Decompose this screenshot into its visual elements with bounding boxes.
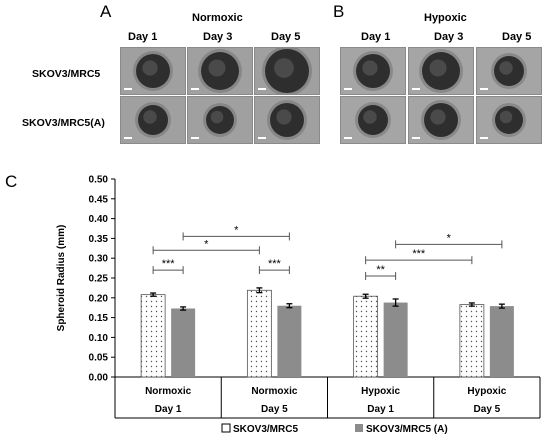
y-tick-label: 0.00 xyxy=(89,373,109,384)
category-day-label: Day 1 xyxy=(155,404,182,415)
bar xyxy=(383,302,408,377)
y-tick-label: 0.50 xyxy=(89,175,109,186)
bar xyxy=(171,308,196,377)
panel-b-day-1-label: Day 1 xyxy=(361,31,391,43)
scale-bar xyxy=(344,137,352,139)
spheroid-micrograph xyxy=(254,96,320,144)
spheroid-micrograph xyxy=(408,96,474,144)
legend-label: SKOV3/MRC5 xyxy=(233,424,298,435)
significance-label: * xyxy=(204,238,209,250)
spheroid-micrograph xyxy=(476,96,542,144)
row-label-skov3-mrc5: SKOV3/MRC5 xyxy=(32,68,101,80)
scale-bar xyxy=(480,137,488,139)
category-day-label: Day 5 xyxy=(474,404,501,415)
scale-bar xyxy=(258,137,266,139)
category-condition-label: Hypoxic xyxy=(361,386,400,397)
bar xyxy=(140,294,166,378)
spheroid-micrograph xyxy=(340,47,406,95)
category-condition-label: Normoxic xyxy=(145,386,192,397)
scale-bar xyxy=(412,88,420,90)
scale-bar xyxy=(191,88,199,90)
scale-bar xyxy=(258,88,266,90)
scale-bar xyxy=(124,88,132,90)
spheroid-radius-bar-chart: 0.00 0.05 0.10 0.15 0.20 0.25 0.30 0.35 0.40 0.45… xyxy=(56,175,541,435)
spheroid-micrograph xyxy=(187,47,253,95)
panel-b-letter: B xyxy=(333,2,345,21)
bar xyxy=(353,295,379,378)
bar xyxy=(459,304,485,378)
legend-label: SKOV3/MRC5 (A) xyxy=(366,424,448,435)
spheroid-micrograph xyxy=(408,47,474,95)
spheroid-micrograph xyxy=(254,47,320,95)
scale-bar xyxy=(124,137,132,139)
spheroid-micrograph xyxy=(120,47,186,95)
panel-a-day-1-label: Day 1 xyxy=(128,31,158,43)
y-tick-label: 0.15 xyxy=(89,313,109,324)
y-tick-label: 0.05 xyxy=(89,353,109,364)
bar xyxy=(277,305,302,377)
y-tick-label: 0.30 xyxy=(89,254,109,265)
legend-swatch xyxy=(221,423,231,433)
y-tick-label: 0.20 xyxy=(89,293,109,304)
significance-label: *** xyxy=(268,258,282,270)
y-tick-label: 0.35 xyxy=(89,234,109,245)
panel-a-day-3-label: Day 3 xyxy=(203,31,233,43)
significance-label: ** xyxy=(376,264,385,276)
legend-swatch xyxy=(355,424,363,432)
bar xyxy=(489,306,514,377)
panel-a-letter: A xyxy=(100,2,112,21)
y-tick-label: 0.10 xyxy=(89,333,109,344)
panel-b-day-3-label: Day 3 xyxy=(434,31,464,43)
significance-label: *** xyxy=(412,248,426,260)
category-condition-label: Normoxic xyxy=(251,386,298,397)
y-tick-label: 0.40 xyxy=(89,214,109,225)
panel-b-day-5-label: Day 5 xyxy=(502,31,532,43)
panel-a-condition-title: Normoxic xyxy=(192,12,243,24)
significance-label: *** xyxy=(162,258,176,270)
spheroid-micrograph xyxy=(340,96,406,144)
spheroid-micrograph xyxy=(120,96,186,144)
panel-a-day-5-label: Day 5 xyxy=(271,31,301,43)
significance-label: * xyxy=(234,224,239,236)
y-tick-label: 0.45 xyxy=(89,194,109,205)
panel-b-condition-title: Hypoxic xyxy=(424,12,467,24)
significance-label: * xyxy=(447,232,452,244)
category-condition-label: Hypoxic xyxy=(467,386,506,397)
spheroid-micrograph xyxy=(187,96,253,144)
category-day-label: Day 5 xyxy=(261,404,288,415)
bar xyxy=(246,289,272,378)
scale-bar xyxy=(480,88,488,90)
scale-bar xyxy=(344,88,352,90)
y-axis-title: Spheroid Radius (mm) xyxy=(56,225,67,332)
scale-bar xyxy=(191,137,199,139)
category-day-label: Day 1 xyxy=(367,404,394,415)
spheroid-micrograph xyxy=(476,47,542,95)
y-tick-label: 0.25 xyxy=(89,274,109,285)
panel-c-letter: C xyxy=(5,172,18,191)
scale-bar xyxy=(412,137,420,139)
row-label-skov3-mrc5-a: SKOV3/MRC5(A) xyxy=(22,117,105,129)
